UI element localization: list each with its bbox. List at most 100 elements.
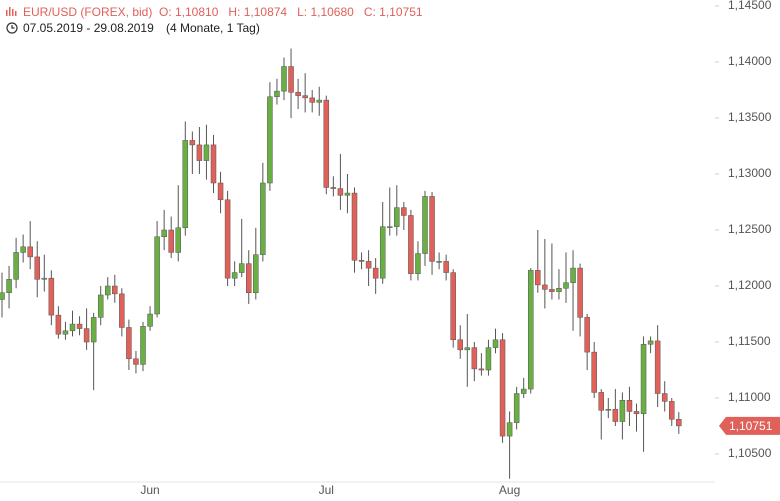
candle-body: [429, 196, 435, 262]
candle-body: [175, 227, 181, 253]
candle-body: [189, 140, 196, 146]
candle-body: [471, 347, 478, 370]
candle-body: [365, 261, 372, 269]
candle-body: [196, 144, 203, 161]
candle-body: [605, 408, 612, 411]
candle-body: [330, 187, 337, 189]
ohlc-info: O: 1,10810 H: 1,10874 L: 1,10680 C: 1,10751: [159, 5, 423, 19]
candle-body: [387, 226, 393, 228]
candle-body: [443, 261, 449, 273]
candle-body: [217, 182, 224, 201]
candle-body: [626, 399, 633, 412]
candle-body: [302, 95, 308, 99]
candle-body: [415, 253, 421, 274]
candle-body: [528, 270, 534, 390]
candle-body: [55, 314, 62, 335]
candle-body: [140, 326, 146, 365]
candle-body: [584, 317, 590, 353]
ohlc-label: C: 1,10751: [364, 5, 423, 19]
candle-body: [323, 99, 330, 188]
candle-body: [69, 323, 76, 332]
candle-body: [499, 339, 506, 437]
x-tick-label: Aug: [499, 483, 520, 497]
candle-body: [513, 393, 520, 423]
candle-body: [394, 207, 400, 227]
last-price-tag: [719, 416, 780, 435]
ohlc-label: O: 1,10810: [159, 5, 219, 19]
candle-body: [34, 256, 40, 280]
candle-body: [408, 215, 414, 274]
candle-body: [450, 272, 456, 341]
candle-body: [182, 140, 189, 229]
candle-body: [203, 144, 210, 161]
candle-body: [598, 392, 604, 411]
candle-body: [577, 267, 583, 318]
candle-body: [422, 196, 428, 254]
candle-body: [640, 344, 647, 414]
candle-body: [492, 339, 499, 348]
candle-body: [485, 347, 492, 371]
last-price-label: 1,10751: [729, 419, 773, 433]
candle-body: [535, 270, 541, 286]
candle-body: [238, 263, 245, 273]
y-tick-label: 1,10500: [728, 446, 772, 460]
candle-body: [147, 313, 153, 327]
y-tick-label: 1,14000: [728, 54, 772, 68]
candle-body: [520, 388, 527, 394]
candle-body: [90, 317, 97, 343]
candle-body: [0, 292, 5, 300]
candle-body: [647, 340, 654, 345]
ohlc-label: H: 1,10874: [228, 5, 287, 19]
candle-body: [41, 277, 48, 280]
candle-body: [20, 246, 26, 253]
candle-body: [506, 422, 513, 437]
y-tick-label: 1,11000: [728, 390, 771, 404]
candle-body: [570, 267, 576, 283]
candle-body: [112, 285, 118, 295]
candle-body: [126, 327, 132, 360]
instrument-title: EUR/USD (FOREX, bid): [23, 5, 152, 19]
candle-body: [288, 66, 294, 93]
candle-body: [436, 261, 442, 263]
candle-body: [105, 285, 111, 296]
y-tick-label: 1,13500: [728, 110, 772, 124]
candle-body: [372, 267, 379, 279]
chart-icon: [6, 7, 17, 16]
candle-body: [119, 293, 125, 328]
candle-body: [309, 97, 315, 103]
candle-body: [478, 368, 485, 371]
candle-body: [133, 358, 139, 365]
candle-body: [97, 294, 104, 318]
candle-body: [401, 207, 407, 216]
candle-body: [344, 192, 351, 196]
candle-body: [556, 288, 562, 292]
y-tick-label: 1,11500: [728, 334, 771, 348]
candle-body: [231, 272, 238, 279]
y-tick-label: 1,14500: [728, 0, 772, 12]
candle-body: [253, 254, 259, 293]
candle-body: [281, 66, 287, 92]
candle-body: [661, 393, 668, 402]
x-tick-label: Jun: [140, 483, 159, 497]
candle-body: [337, 188, 344, 196]
candle-body: [676, 419, 682, 427]
y-tick-label: 1,12000: [728, 278, 772, 292]
candle-body: [246, 263, 252, 293]
candle-body: [633, 411, 640, 414]
candle-body: [6, 279, 12, 293]
candle-body: [260, 182, 266, 255]
candle-body: [542, 284, 548, 290]
candle-body: [591, 351, 597, 393]
candle-body: [76, 323, 83, 329]
candle-body: [464, 347, 471, 351]
candle-body: [619, 399, 626, 422]
candle-body: [358, 260, 365, 262]
candle-body: [549, 289, 555, 292]
clock-icon: [6, 22, 18, 34]
candle-body: [295, 92, 301, 96]
y-tick-label: 1,13000: [728, 166, 772, 180]
candle-body: [62, 330, 69, 335]
candle-body: [224, 199, 231, 279]
candle-body: [654, 340, 661, 394]
